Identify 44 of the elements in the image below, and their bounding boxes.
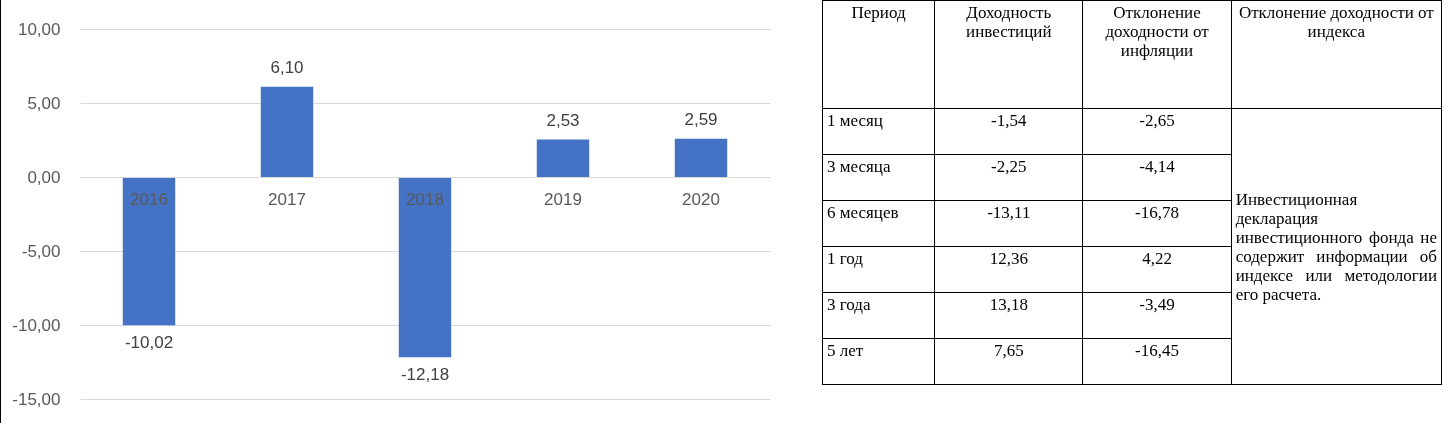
data-label: 2,53 (546, 110, 580, 130)
text: 1 год (822, 246, 935, 293)
x-tick-label: 2016 (130, 189, 168, 209)
text: -2,65 (1082, 108, 1232, 155)
y-tick-label: 10,00 (17, 19, 61, 39)
text: Доходность инвестиций (934, 0, 1083, 109)
text: 3 года (822, 292, 935, 339)
x-tick-label: 2018 (406, 189, 444, 209)
x-tick-label: 2019 (544, 189, 582, 209)
text: Отклонение доходности от индекса (1231, 0, 1442, 109)
text: Период (822, 0, 935, 109)
data-label: -10,02 (124, 333, 174, 353)
text: 4,22 (1082, 246, 1232, 293)
x-tick-label: 2020 (682, 189, 720, 209)
y-tick-label: 0,00 (27, 167, 61, 187)
text: Отклонение доходности от инфляции (1082, 0, 1232, 109)
text: -1,54 (934, 108, 1083, 155)
text: Инвестиционная декларация инвестиционного фонда не содержит информации об индексе или методологии его расчета. (1231, 108, 1442, 385)
data-label: 2,59 (684, 109, 718, 129)
text: -3,49 (1082, 292, 1232, 339)
bar (674, 138, 728, 177)
text: -2,25 (934, 154, 1083, 201)
text: 3 месяца (822, 154, 935, 201)
text: 5 лет (822, 338, 935, 385)
text: -16,45 (1082, 338, 1232, 385)
data-label: -12,18 (400, 365, 450, 385)
data-label: 6,10 (270, 57, 304, 77)
y-tick-label: -15,00 (12, 389, 61, 409)
bar (122, 177, 176, 326)
x-tick-label: 2017 (268, 189, 306, 209)
bar (260, 86, 314, 177)
y-tick-label: -5,00 (21, 241, 61, 261)
text: 13,18 (934, 292, 1083, 339)
text: -16,78 (1082, 200, 1232, 247)
text: -4,14 (1082, 154, 1232, 201)
text: -13,11 (934, 200, 1083, 247)
y-tick-label: 5,00 (27, 93, 61, 113)
bar (398, 177, 452, 358)
text: 12,36 (934, 246, 1083, 293)
text: 1 месяц (822, 108, 935, 155)
text: 7,65 (934, 338, 1083, 385)
y-tick-label: -10,00 (12, 315, 61, 335)
bar (536, 139, 590, 177)
text: 6 месяцев (822, 200, 935, 247)
